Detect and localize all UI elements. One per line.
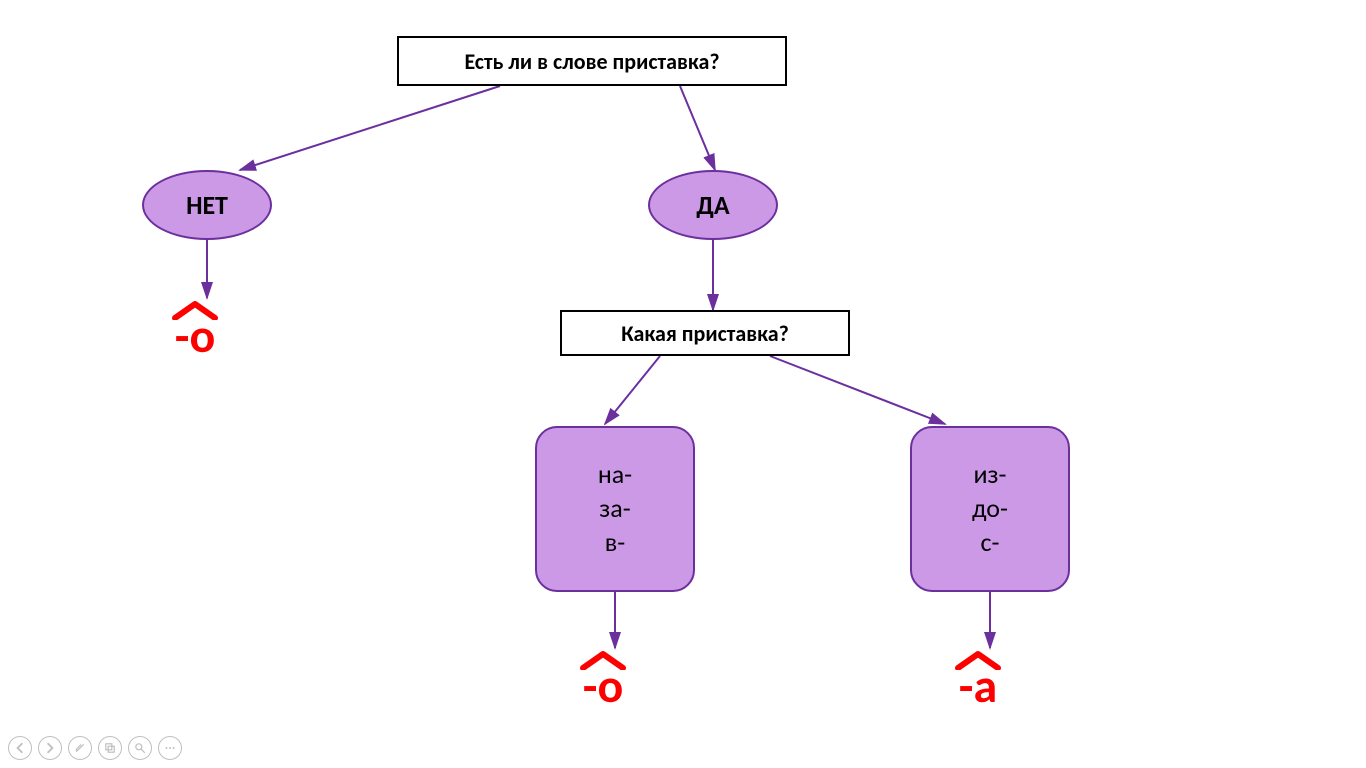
suffix-text: -а	[959, 662, 997, 710]
prefix-group-right: из- до- с-	[910, 426, 1070, 592]
more-button[interactable]	[158, 736, 182, 760]
prefix-line: до-	[972, 492, 1008, 526]
suffix-text: -о	[583, 662, 624, 710]
next-slide-button[interactable]	[38, 736, 62, 760]
prefix-line: с-	[972, 526, 1008, 560]
question2-text: Какая приставка?	[621, 320, 789, 347]
pen-button[interactable]	[68, 736, 92, 760]
prefix-line: на-	[598, 458, 632, 492]
presentation-toolbar	[8, 736, 182, 760]
slides-button[interactable]	[98, 736, 122, 760]
suffix-o-left: -о	[170, 300, 220, 360]
suffix-o-center: -о	[578, 650, 628, 710]
answer-no: НЕТ	[142, 170, 272, 240]
suffix-text: -о	[175, 312, 216, 360]
prefix-group-left-lines: на- за- в-	[598, 458, 632, 559]
question-has-prefix: Есть ли в слове приставка?	[397, 36, 787, 86]
prefix-line: за-	[598, 492, 632, 526]
prev-slide-button[interactable]	[8, 736, 32, 760]
question-which-prefix: Какая приставка?	[560, 310, 850, 356]
prefix-line: из-	[972, 458, 1008, 492]
arrows-layer	[0, 0, 1366, 768]
diagram-canvas: Есть ли в слове приставка? НЕТ ДА Какая …	[0, 0, 1366, 768]
answer-no-text: НЕТ	[186, 189, 228, 221]
suffix-a-right: -а	[953, 650, 1003, 710]
zoom-button[interactable]	[128, 736, 152, 760]
question-text: Есть ли в слове приставка?	[464, 48, 719, 75]
answer-yes: ДА	[648, 170, 778, 240]
answer-yes-text: ДА	[696, 189, 729, 221]
prefix-group-left: на- за- в-	[535, 426, 695, 592]
prefix-group-right-lines: из- до- с-	[972, 458, 1008, 559]
prefix-line: в-	[598, 526, 632, 560]
